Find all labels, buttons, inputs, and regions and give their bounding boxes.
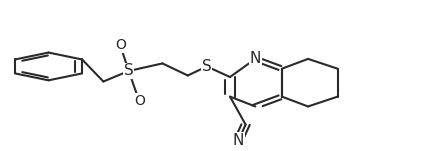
Text: O: O [115,38,126,52]
Text: S: S [202,59,212,74]
Text: N: N [233,133,244,148]
Text: O: O [134,94,145,108]
Text: N: N [250,51,261,66]
Text: S: S [124,63,134,79]
